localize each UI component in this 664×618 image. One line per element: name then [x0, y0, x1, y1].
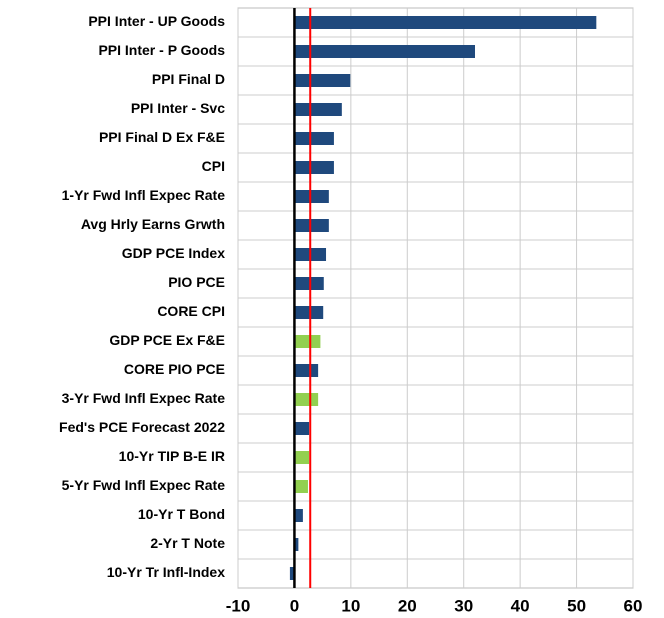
y-tick-label: PPI Final D Ex F&E — [99, 129, 225, 145]
y-tick-label: CORE PIO PCE — [124, 361, 225, 377]
bar — [294, 538, 299, 551]
y-tick-label: 1-Yr Fwd Infl Expec Rate — [62, 187, 226, 203]
bar — [289, 567, 295, 580]
bar — [294, 393, 319, 406]
y-tick-label: CORE CPI — [157, 303, 225, 319]
x-tick-label: 40 — [511, 596, 530, 615]
bar — [294, 219, 329, 232]
bar — [294, 422, 310, 435]
bar — [294, 132, 334, 145]
bar — [294, 190, 329, 203]
x-tick-label: -10 — [226, 596, 251, 615]
y-tick-label: 10-Yr TIP B-E IR — [119, 448, 225, 464]
x-tick-label: 30 — [454, 596, 473, 615]
bar — [294, 509, 303, 522]
y-tick-label: CPI — [202, 158, 225, 174]
x-tick-label: 50 — [567, 596, 586, 615]
bar — [294, 103, 342, 116]
bar — [294, 480, 308, 493]
bar — [294, 335, 321, 348]
bar — [294, 277, 324, 290]
y-tick-label: 10-Yr T Bond — [138, 506, 225, 522]
y-tick-label: PPI Final D — [152, 71, 225, 87]
bar — [294, 74, 351, 87]
y-tick-label: 2-Yr T Note — [150, 535, 225, 551]
y-tick-label: GDP PCE Ex F&E — [109, 332, 225, 348]
y-tick-label: PPI Inter - P Goods — [98, 42, 225, 58]
bar — [294, 364, 319, 377]
y-tick-label: 5-Yr Fwd Infl Expec Rate — [62, 477, 226, 493]
bar — [294, 16, 597, 29]
x-tick-label: 60 — [624, 596, 643, 615]
y-tick-label: Avg Hrly Earns Grwth — [81, 216, 225, 232]
bar — [294, 161, 334, 174]
y-tick-label: 3-Yr Fwd Infl Expec Rate — [62, 390, 226, 406]
bar — [294, 306, 324, 319]
y-tick-label: GDP PCE Index — [122, 245, 225, 261]
x-tick-label: 10 — [341, 596, 360, 615]
y-tick-label: Fed's PCE Forecast 2022 — [59, 419, 225, 435]
bar — [294, 45, 475, 58]
y-tick-label: 10-Yr Tr Infl-Index — [107, 564, 225, 580]
y-tick-label: PPI Inter - UP Goods — [88, 13, 225, 29]
bar — [294, 451, 310, 464]
y-tick-label: PIO PCE — [168, 274, 225, 290]
x-tick-label: 20 — [398, 596, 417, 615]
y-tick-label: PPI Inter - Svc — [131, 100, 225, 116]
x-tick-label: 0 — [290, 596, 299, 615]
